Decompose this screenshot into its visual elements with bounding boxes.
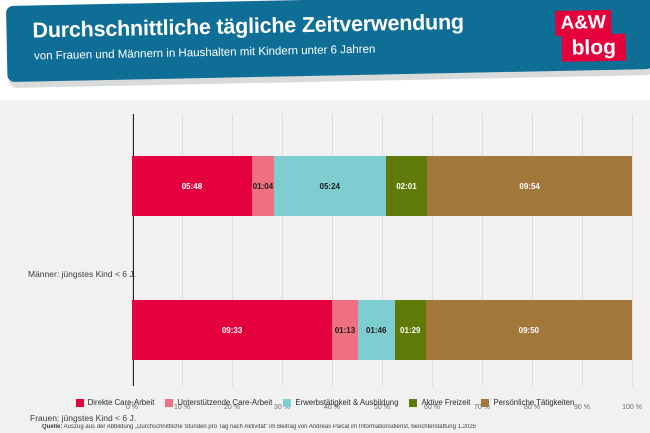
bar-segment[interactable]: 05:48: [132, 156, 252, 216]
page-subtitle: von Frauen und Männern in Haushalten mit…: [33, 43, 376, 63]
gridline: [132, 114, 133, 386]
chart-legend: Direkte Care-Arbeit Unterstützende Care-A…: [0, 398, 650, 407]
x-axis-tick-label: 100 %: [622, 404, 642, 411]
header-band: Durchschnittliche tägliche Zeitverwendun…: [6, 0, 650, 82]
aw-blog-logo[interactable]: A&W blog: [555, 9, 628, 63]
x-axis-tick-label: 90 %: [574, 404, 590, 411]
bar-row: 05:48 01:04 05:24 02:01 09:54: [132, 156, 632, 216]
y-axis-line: [132, 114, 134, 386]
x-axis-tick-label: 70 %: [474, 404, 490, 411]
plot-region: 0 % 10 % 20 % 30 % 40 % 50 % 60 % 70 % 80 % 90 % 1…: [126, 114, 642, 411]
legend-swatch: [409, 398, 418, 407]
legend-swatch: [165, 398, 174, 407]
x-axis-tick-label: 80 %: [524, 404, 540, 411]
gridline: [282, 114, 283, 386]
logo-blog-text: blog: [561, 33, 627, 62]
gridline: [532, 114, 533, 386]
header-banner: Durchschnittliche tägliche Zeitverwendun…: [0, 0, 650, 100]
bar-segment[interactable]: 09:33: [132, 300, 333, 360]
gridline: [432, 114, 433, 386]
bar-segment[interactable]: 01:46: [357, 300, 395, 360]
legend-swatch: [283, 398, 292, 407]
gridline: [582, 114, 583, 386]
x-axis-tick-label: 20 %: [224, 404, 240, 411]
legend-swatch: [75, 398, 84, 407]
legend-item[interactable]: Direkte Care-Arbeit: [75, 398, 155, 407]
x-axis-tick-label: 10 %: [174, 404, 190, 411]
page-title: Durchschnittliche tägliche Zeitverwendun…: [32, 9, 465, 43]
bar-segment[interactable]: 01:13: [332, 300, 358, 360]
gridline: [632, 114, 633, 386]
bar-row: 09:33 01:13 01:46 01:29 09:50: [132, 300, 632, 360]
logo-aw-text: A&W: [555, 9, 612, 36]
gridline: [232, 114, 233, 386]
legend-swatch: [481, 398, 490, 407]
bar-segment[interactable]: 02:01: [385, 156, 428, 216]
legend-item[interactable]: Persönliche Tätigkeiten: [481, 398, 574, 407]
gridline: [382, 114, 383, 386]
x-axis-tick-label: 0 %: [125, 404, 139, 411]
x-axis-tick-label: 30 %: [274, 404, 290, 411]
legend-label: Direkte Care-Arbeit: [87, 398, 155, 407]
source-note: Quelle: Auszug aus der Abbildung „Durchs…: [42, 424, 642, 432]
legend-item[interactable]: Unterstützende Care-Arbeit: [165, 398, 272, 407]
legend-label: Aktive Freizeit: [421, 398, 471, 407]
gridline: [182, 114, 183, 386]
gridline: [332, 114, 333, 386]
chart-area: 0 % 10 % 20 % 30 % 40 % 50 % 60 % 70 % 80 % 90 % 1…: [0, 100, 650, 433]
x-axis-tick-label: 50 %: [374, 404, 390, 411]
bar-segment[interactable]: 09:54: [427, 156, 632, 216]
legend-label: Erwerbstätigkeit & Ausbildung: [295, 398, 399, 407]
legend-item[interactable]: Aktive Freizeit: [409, 398, 470, 407]
bar-segment[interactable]: 01:04: [251, 156, 274, 216]
gridline: [482, 114, 483, 386]
source-text: Auszug aus der Abbildung „Durchschnittli…: [62, 424, 476, 430]
source-prefix: Quelle:: [42, 424, 63, 430]
bar-segment[interactable]: 01:29: [394, 300, 426, 360]
x-axis-tick-label: 60 %: [424, 404, 440, 411]
bar-segment[interactable]: 05:24: [273, 156, 386, 216]
legend-item[interactable]: Erwerbstätigkeit & Ausbildung: [283, 398, 398, 407]
bar-segment[interactable]: 09:50: [425, 300, 632, 360]
legend-label: Unterstützende Care-Arbeit: [177, 398, 273, 407]
legend-label: Persönliche Tätigkeiten: [493, 398, 575, 407]
x-axis-tick-label: 40 %: [324, 404, 340, 411]
header-content: Durchschnittliche tägliche Zeitverwendun…: [6, 0, 650, 82]
